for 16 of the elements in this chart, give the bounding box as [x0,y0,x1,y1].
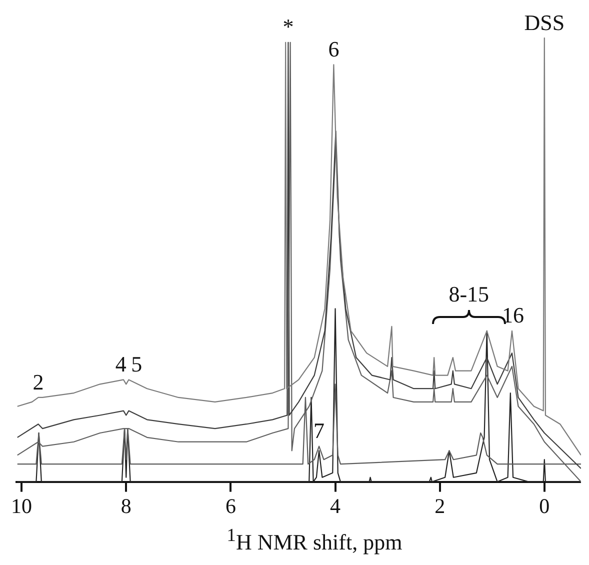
annotation: 6 [328,36,340,62]
annotation: 2 [32,369,44,394]
x-tick-label: 2 [434,494,446,518]
annotation: * [282,14,294,40]
annotation: 4 [115,352,126,377]
x-tick-label: 0 [539,494,550,518]
annotation: 16 [502,302,524,328]
annotation: 7 [314,418,325,444]
x-axis-title: $^{1}$H NMR shift, ppm [226,525,404,556]
annotation: 8-15 [448,282,490,307]
x-tick-label: 8 [120,494,132,518]
annotation: 5 [131,352,142,377]
x-tick-label: 10 [11,494,32,518]
x-tick-label: 6 [225,494,236,518]
x-tick-label: 4 [330,494,342,518]
annotation: DSS [524,10,565,35]
